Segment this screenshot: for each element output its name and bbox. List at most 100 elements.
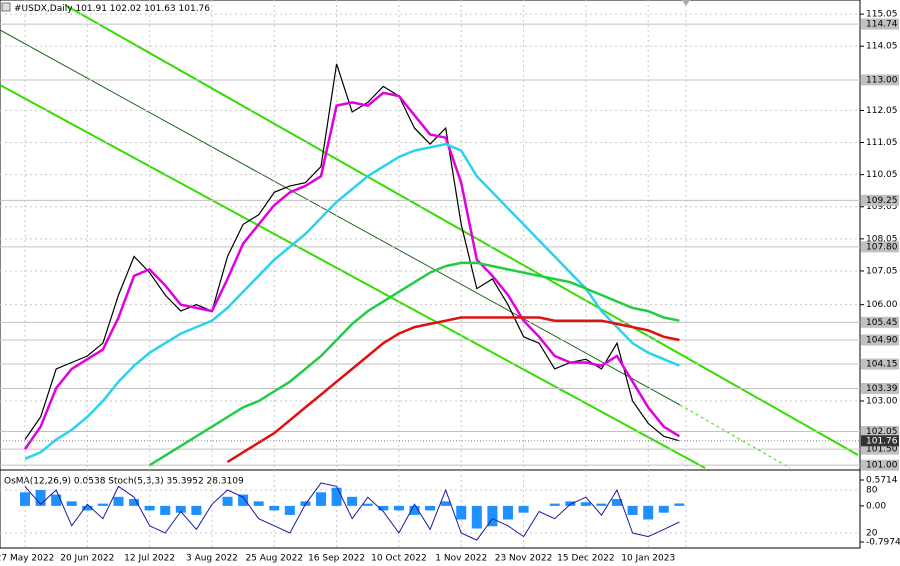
osma-bar — [347, 496, 358, 506]
current-price-label: 101.76 — [866, 436, 898, 446]
osma-bar — [378, 505, 389, 511]
osma-bar — [612, 499, 623, 506]
osma-bar — [191, 505, 202, 515]
osma-bar — [518, 505, 529, 513]
chart-icon — [1, 2, 11, 12]
level-label: 113.00 — [866, 75, 898, 85]
osma-bar — [51, 494, 62, 506]
osma-bar — [627, 505, 638, 515]
osc-tick-label: 0.00 — [866, 501, 886, 511]
level-box — [861, 18, 899, 30]
level-label: 109.25 — [866, 196, 898, 206]
x-tick-label: 3 Aug 2022 — [186, 554, 238, 564]
y-tick-label: 103.00 — [866, 396, 898, 406]
level-box — [861, 425, 899, 437]
level-box — [861, 241, 899, 253]
x-tick-label: 23 Nov 2022 — [495, 554, 553, 564]
osma-bar — [35, 490, 46, 506]
osma-bar — [238, 494, 249, 506]
osma-bar — [331, 487, 342, 506]
level-label: 107.80 — [866, 242, 898, 252]
y-tick-label: 112.05 — [866, 106, 898, 116]
y-tick-label: 115.05 — [866, 10, 898, 20]
level-label: 105.45 — [866, 318, 898, 328]
y-tick-label: 109.05 — [866, 202, 898, 212]
x-tick-label: 16 Sep 2022 — [308, 554, 365, 564]
series-line — [148, 261, 680, 467]
osma-bar — [409, 505, 420, 515]
y-tick-label: 114.05 — [866, 42, 898, 52]
symbol: #USDX,Daily — [14, 4, 73, 14]
osma-bar — [580, 502, 591, 506]
current-price-box — [861, 435, 899, 447]
osma-bar — [316, 492, 327, 506]
osma-bar — [222, 496, 233, 506]
osma-bar — [565, 501, 576, 506]
osma-bar — [253, 501, 264, 506]
osma-bar — [144, 505, 155, 511]
osma-bar — [393, 505, 404, 511]
x-tick-label: 10 Oct 2022 — [371, 554, 427, 564]
level-box — [861, 74, 899, 86]
osc-tick-label: 0.5714 — [866, 476, 898, 486]
osma-bar — [113, 496, 124, 506]
x-tick-label: 15 Dec 2022 — [557, 554, 615, 564]
x-tick-label: 12 Jul 2022 — [124, 554, 175, 564]
osma-bar — [596, 503, 607, 506]
osma-bar — [160, 505, 171, 515]
level-label: 103.39 — [866, 384, 898, 394]
osma-bar — [456, 505, 467, 520]
level-label: 101.50 — [866, 445, 898, 455]
y-tick-label: 106.00 — [866, 300, 898, 310]
osma-bar — [674, 503, 685, 506]
x-tick-label: 25 Aug 2022 — [245, 554, 303, 564]
osma-bar — [643, 505, 654, 520]
y-tick-label: 110.05 — [866, 170, 898, 180]
level-box — [861, 316, 899, 328]
osma-bar — [440, 501, 451, 506]
osma-bar — [284, 505, 295, 515]
series-line — [23, 91, 681, 450]
trend-line — [0, 29, 681, 406]
osma-bar — [129, 499, 140, 506]
osma-bar — [269, 505, 280, 511]
osc-tick-label: -0.7974 — [866, 538, 900, 548]
oscillator-title: OsMA(12,26,9) 0.0538 Stoch(5,3,3) 35.395… — [4, 477, 244, 487]
osma-bar — [82, 505, 93, 511]
chart-title: #USDX,Daily 101.91 102.02 101.63 101.76 — [14, 4, 210, 14]
x-tick-label: 10 Jan 2023 — [621, 554, 675, 564]
y-tick-label: 108.05 — [866, 234, 898, 244]
stoch-tick-label: 80 — [866, 486, 878, 496]
ohlc: 101.91 102.02 101.63 101.76 — [75, 4, 210, 14]
level-box — [861, 334, 899, 346]
level-label: 104.15 — [866, 360, 898, 370]
level-label: 102.05 — [866, 427, 898, 437]
x-tick-label: 1 Nov 2022 — [435, 554, 487, 564]
osma-bar — [425, 505, 436, 511]
level-box — [861, 382, 899, 394]
level-label: 104.90 — [866, 335, 898, 345]
osma-bar — [97, 503, 108, 506]
channel-line — [0, 84, 706, 469]
y-tick-label: 111.05 — [866, 138, 898, 148]
osma-bar — [175, 505, 186, 513]
series-line — [24, 142, 680, 460]
level-box — [861, 194, 899, 206]
x-tick-label: 20 Jun 2022 — [60, 554, 114, 564]
stoch-tick-label: 20 — [866, 528, 878, 538]
osma-bar — [362, 503, 373, 506]
level-box — [861, 443, 899, 455]
osma-bar — [487, 505, 498, 527]
y-tick-label: 107.05 — [866, 266, 898, 276]
level-label: 101.00 — [866, 461, 898, 471]
series-line — [24, 482, 680, 541]
osma-bar — [502, 505, 513, 520]
osma-bar — [658, 505, 669, 513]
level-label: 114.74 — [866, 20, 898, 30]
osma-bar — [471, 505, 482, 529]
x-tick-label: 27 May 2022 — [0, 554, 54, 564]
osma-bar — [20, 492, 30, 506]
shift-marker — [682, 0, 690, 6]
series-line — [226, 316, 680, 464]
